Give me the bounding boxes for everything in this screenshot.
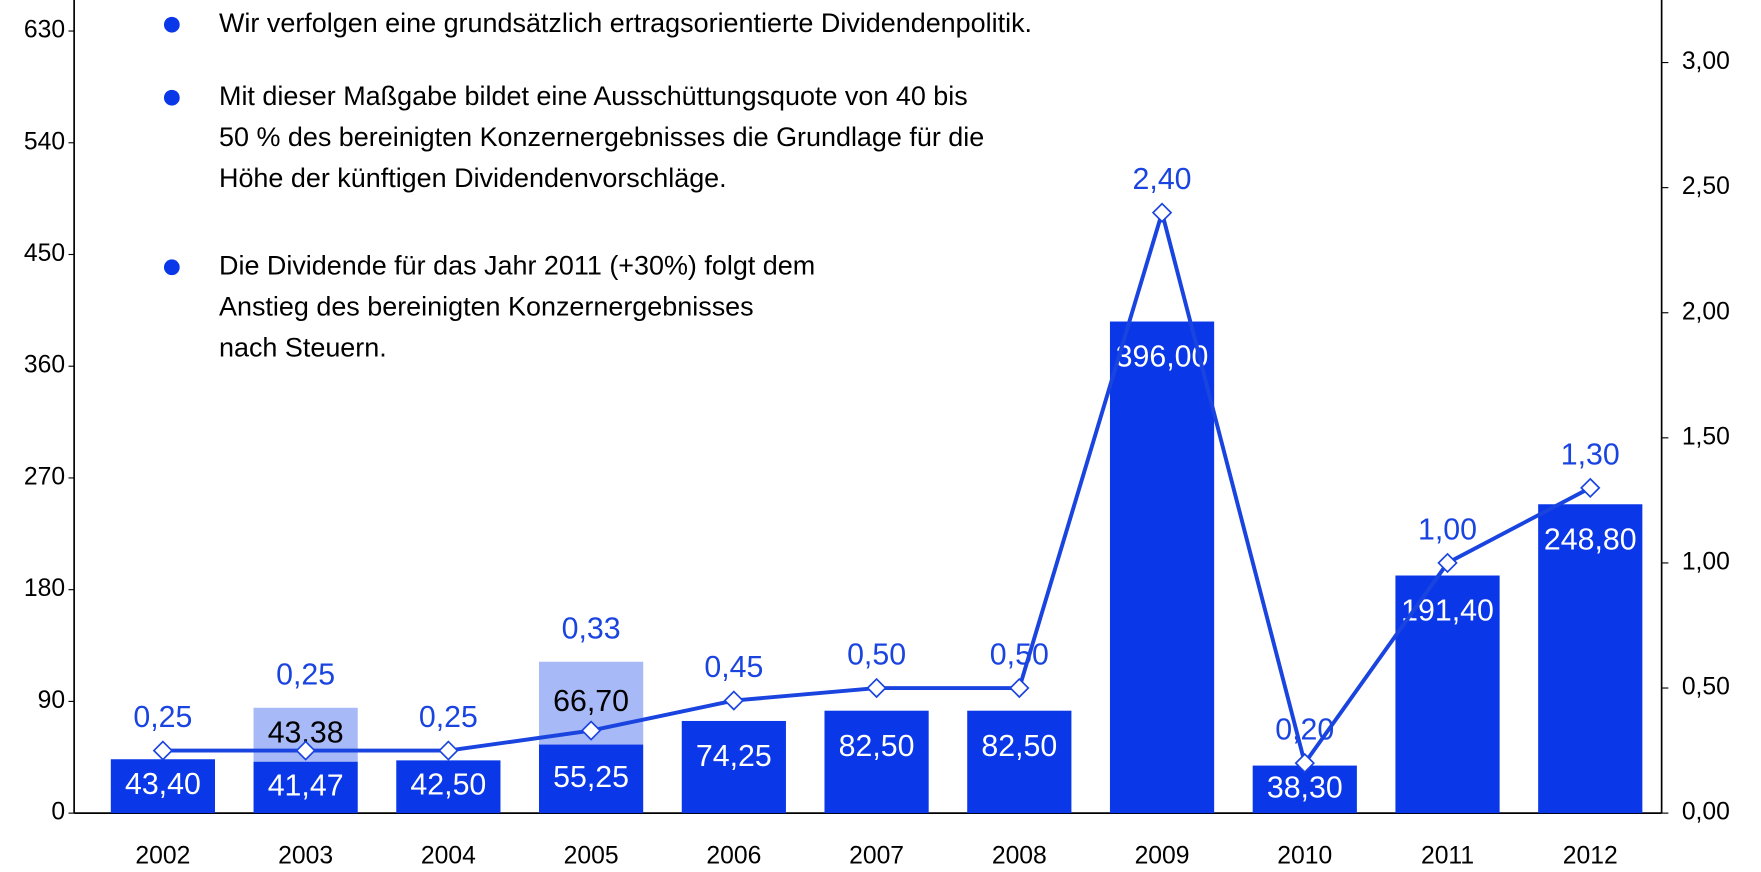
x-tick-label: 2003: [278, 842, 333, 869]
bullet: [163, 89, 180, 106]
line-marker: [723, 690, 745, 711]
line-value-label: 0,50: [990, 639, 1049, 672]
annotation: Höhe der künftigen Dividendenvorschläge.: [219, 163, 727, 193]
bar: [1538, 504, 1643, 814]
line-marker: [580, 720, 602, 741]
bar-value-label: 42,50: [410, 769, 486, 802]
bar-value-label: 82,50: [981, 730, 1057, 763]
y2-tick-label: 1,50: [1682, 423, 1730, 450]
bullet: [163, 259, 180, 276]
bar: [1252, 765, 1357, 814]
annotation: Die Dividende für das Jahr 2011 (+30%) f…: [219, 250, 815, 280]
bar: [396, 760, 501, 814]
line-value-label: 0,50: [847, 639, 906, 672]
bar: [1109, 321, 1215, 814]
bar-value-label: 55,25: [553, 761, 629, 794]
y2-tick-label: 2,00: [1682, 298, 1730, 325]
line-value-label: 0,33: [562, 612, 621, 645]
bar-value-label: 82,50: [839, 730, 915, 763]
line-marker: [1437, 552, 1458, 574]
annotation: Wir verfolgen eine grundsätzlich ertrags…: [219, 8, 1032, 38]
x-tick-label: 2010: [1277, 842, 1332, 869]
bullet: [163, 16, 180, 33]
line-marker: [295, 740, 316, 761]
line-value-label: 0,25: [276, 658, 335, 691]
x-tick-label: 2012: [1563, 842, 1618, 869]
bar: [967, 710, 1072, 814]
line-marker: [152, 740, 174, 761]
y-tick-label: 360: [24, 352, 65, 379]
y-tick-label: 270: [24, 463, 65, 490]
y-tick-label: 540: [24, 128, 65, 155]
y2-tick-label: 2,50: [1682, 173, 1730, 200]
line-marker: [1580, 477, 1601, 499]
bar-value-label: 191,40: [1401, 595, 1494, 628]
line-value-label: 1,00: [1418, 514, 1477, 547]
bar: [681, 720, 786, 814]
x-tick-label: 2011: [1421, 842, 1474, 869]
y-tick-label: 0: [51, 799, 65, 826]
x-tick-label: 2007: [849, 842, 904, 869]
x-tick-label: 2009: [1135, 842, 1190, 869]
y2-tick-label: 0,00: [1682, 799, 1730, 826]
x-tick-label: 2006: [706, 842, 761, 869]
y-tick-label: 630: [24, 17, 65, 44]
bar-value-label: 396,00: [1116, 341, 1209, 374]
y-tick-label: 180: [24, 575, 65, 602]
y-tick-label: 450: [24, 240, 65, 267]
line-marker: [866, 677, 887, 699]
annotation: Anstieg des bereinigten Konzernergebniss…: [219, 291, 754, 321]
bar-value-label: 41,47: [268, 769, 344, 802]
line-marker: [1294, 752, 1315, 774]
annotation: nach Steuern.: [219, 332, 387, 362]
bar-value-label: 248,80: [1544, 523, 1637, 556]
bar: [539, 744, 644, 814]
y-tick-label: 90: [38, 687, 65, 714]
annotation: 50 % des bereinigten Konzernergebnisses …: [219, 122, 984, 152]
line-value-label: 2,40: [1133, 163, 1192, 196]
x-tick-label: 2002: [135, 842, 190, 869]
line-value-label: 1,30: [1561, 438, 1620, 471]
bar: [110, 759, 215, 814]
x-tick-label: 2004: [421, 842, 476, 869]
line-marker: [1009, 677, 1030, 699]
annotation: Mit dieser Maßgabe bildet eine Ausschütt…: [219, 81, 968, 111]
bar: [253, 761, 358, 814]
line-value-label: 0,20: [1275, 714, 1334, 747]
line-value-label: 0,25: [133, 701, 192, 734]
bar-value-label: 66,70: [553, 685, 629, 718]
bar: [1395, 575, 1500, 814]
bar-value-label: 74,25: [696, 740, 772, 773]
line-marker: [1151, 202, 1173, 223]
y2-tick-label: 0,50: [1682, 674, 1730, 701]
line-marker: [438, 740, 459, 761]
line-value-label: 0,25: [419, 701, 478, 734]
y2-tick-label: 1,00: [1682, 548, 1730, 575]
bar-value-label: 38,30: [1267, 771, 1343, 804]
bar: [824, 710, 929, 814]
plot: 0 90 180 270 360 450 540 630 0,00 0,50 1,00 1,50 2,0…: [24, 0, 1730, 869]
x-tick-label: 2008: [992, 842, 1047, 869]
y2-tick-label: 3,00: [1682, 48, 1730, 75]
x-tick-label: 2005: [564, 842, 619, 869]
line-value-label: 0,45: [704, 651, 763, 684]
bar-value-label: 43,40: [125, 768, 201, 801]
